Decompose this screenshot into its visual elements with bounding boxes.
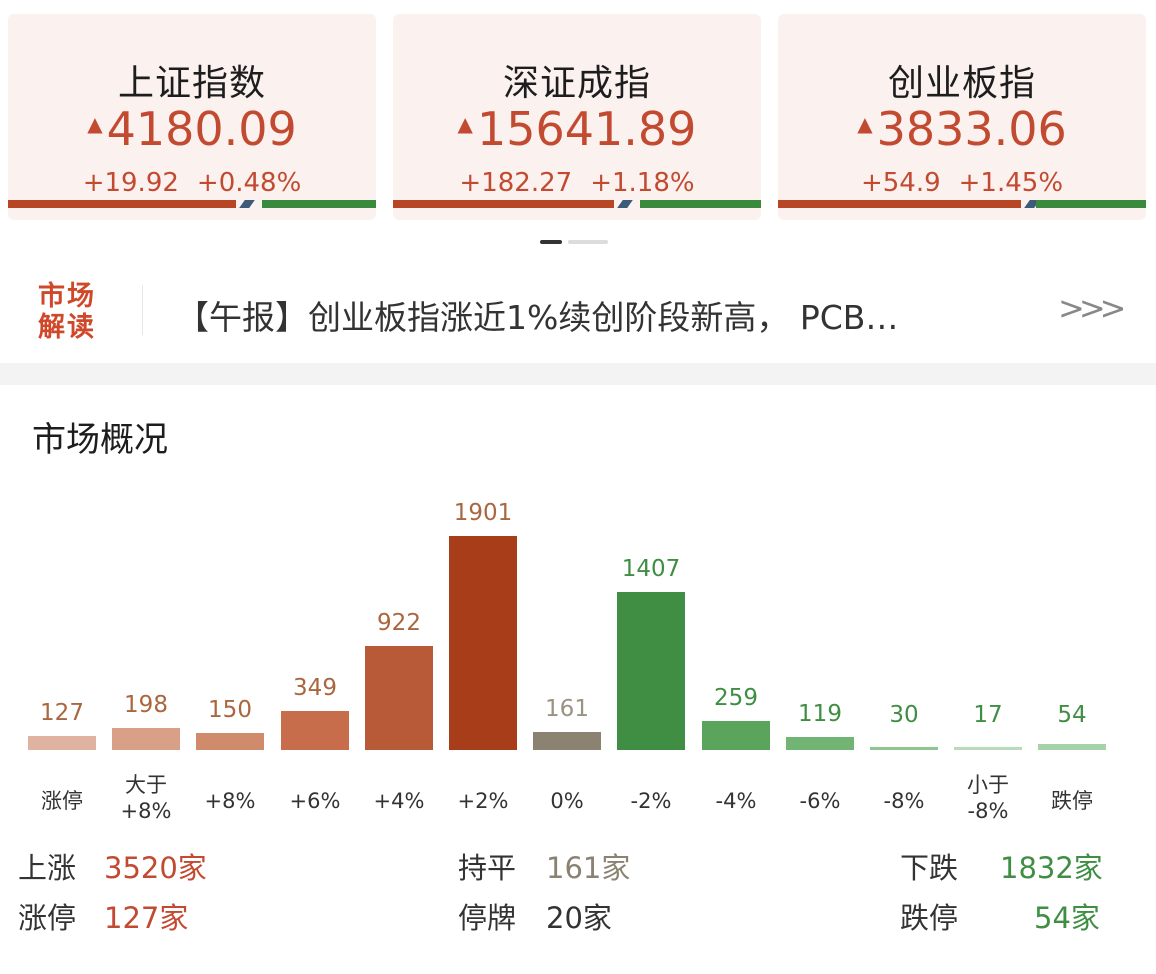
index-card-shanghai[interactable]: 上证指数 ▲4180.09 +19.92 +0.48% [8,14,376,220]
carousel-dot-active[interactable] [540,240,562,244]
index-change-pct: +1.18% [590,168,695,198]
triple-chevron-right-icon[interactable]: >>> [1058,289,1126,327]
chart-bar [112,728,180,750]
breadth-bar-flat [239,200,255,208]
breadth-bar-down [1036,200,1146,208]
up-triangle-icon: ▲ [87,112,103,136]
index-change-pct: +1.45% [958,168,1064,198]
breadth-bar [393,200,761,208]
stat-value-limit-up: 127家 [104,901,189,935]
breadth-bar-down [640,200,761,208]
section-title: 市场概况 [32,420,168,460]
chart-value-label: 161 [545,696,589,722]
chart-category-label: -2% [630,789,672,813]
chart-value-label: 198 [124,692,168,718]
up-triangle-icon: ▲ [457,112,473,136]
index-change-row: +182.27 +1.18% [393,168,761,198]
stat-value-limit-down: 54家 [1034,901,1100,935]
index-cards: 上证指数 ▲4180.09 +19.92 +0.48% 深证成指 ▲15641.8… [0,0,1156,240]
chart-bar [786,737,854,750]
carousel-dot[interactable] [568,240,608,244]
chart-category-label: 大于 +8% [120,773,172,823]
breadth-bar-down [262,200,376,208]
chart-bar [449,536,517,750]
chart-category-label: 跌停 [1051,789,1093,813]
index-price: 4180.09 [106,102,297,156]
stat-label-up: 上涨 [18,851,77,885]
chart-bar [1038,744,1106,750]
chart-value-label: 127 [40,700,84,726]
chart-category-label: +8% [204,789,256,813]
index-change: +54.9 [860,168,941,198]
chart-category-label: 0% [550,789,584,813]
section-separator [0,363,1156,385]
chart-bar [870,747,938,750]
stat-label-limit-up: 涨停 [18,901,77,935]
index-change: +19.92 [82,168,179,198]
chart-value-label: 1901 [453,500,513,526]
up-triangle-icon: ▲ [857,112,873,136]
chart-category-label: -4% [715,789,757,813]
index-card-chinext[interactable]: 创业板指 ▲3833.06 +54.9 +1.45% [778,14,1146,220]
chart-category-label: 小于 -8% [967,773,1009,823]
index-name: 上证指数 [117,63,266,104]
chart-category-label: 涨停 [41,789,83,813]
stat-value-suspended: 20家 [546,901,612,935]
stat-value-flat: 161家 [546,851,631,885]
chart-bar [28,736,96,750]
stat-label-down: 下跌 [900,851,959,885]
breadth-bar [8,200,376,208]
stat-value-down: 1832家 [1000,851,1103,885]
news-headline[interactable]: 【午报】创业板指涨近1%续创阶段新高， PCB… [176,298,899,337]
index-price-row: ▲4180.09 [8,102,376,156]
commentary-tag-line: 市场 [38,281,96,312]
chart-bar [281,711,349,750]
chart-value-label: 17 [973,702,1003,728]
chart-value-label: 349 [293,675,337,701]
chart-bar [365,646,433,750]
breadth-bar [778,200,1146,208]
index-change-pct: +0.48% [196,168,302,198]
chart-bar [954,747,1022,750]
stat-value-up: 3520家 [104,851,207,885]
commentary-tag: 市场 解读 [38,281,108,343]
chart-value-label: 1407 [621,556,681,582]
index-change-row: +54.9 +1.45% [778,168,1146,198]
index-change: +182.27 [459,168,573,198]
index-card-shenzhen[interactable]: 深证成指 ▲15641.89 +182.27 +1.18% [393,14,761,220]
breadth-bar-up [778,200,1021,208]
chart-bar [617,592,685,750]
chart-value-label: 54 [1057,702,1087,728]
stat-label-flat: 持平 [458,851,517,885]
chart-bar [533,732,601,750]
index-price: 3833.06 [876,102,1067,156]
index-price-row: ▲15641.89 [393,102,761,156]
chart-bar [196,733,264,750]
chart-category-label: +2% [457,789,509,813]
chart-value-label: 922 [377,610,421,636]
chart-value-label: 259 [714,685,758,711]
chart-category-label: -6% [799,789,841,813]
divider [142,285,143,335]
chart-value-label: 30 [889,702,919,728]
chart-value-label: 150 [208,697,252,723]
commentary-tag-line: 解读 [38,312,96,343]
breadth-bar-up [393,200,614,208]
chart-category-label: +6% [289,789,341,813]
chart-category-label: +4% [373,789,425,813]
index-change-row: +19.92 +0.48% [8,168,376,198]
market-commentary: 市场 解读 【午报】创业板指涨近1%续创阶段新高， PCB… >>> [0,255,1156,363]
chart-bar [702,721,770,750]
index-name: 深证成指 [502,63,651,104]
chart-category-label: -8% [883,789,925,813]
advance-decline-distribution-chart: 127 涨停 198 大于 +8% 150 +8% 349 +6% 922 +4% 1901 +2% 16… [0,470,1156,840]
chart-value-label: 119 [798,701,842,727]
index-name: 创业板指 [887,63,1036,104]
breadth-bar-flat [617,200,633,208]
index-price-row: ▲3833.06 [778,102,1146,156]
stat-label-limit-down: 跌停 [900,901,959,935]
breadth-bar-up [8,200,236,208]
index-price: 15641.89 [476,102,697,156]
stat-label-suspended: 停牌 [458,901,517,935]
